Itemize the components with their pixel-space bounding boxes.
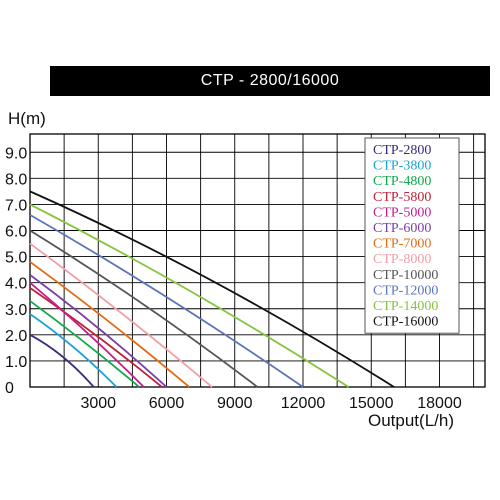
legend-entry: CTP-4800: [373, 174, 431, 189]
x-tick-label: 12000: [281, 395, 326, 412]
y-tick-label: 0: [5, 380, 14, 397]
series-line-ctp-16000: [29, 190, 395, 388]
legend: CTP-2800CTP-3800CTP-4800CTP-5800CTP-5000…: [364, 137, 460, 334]
x-tick-label: 3000: [80, 395, 116, 412]
series-layer: [29, 190, 395, 388]
legend-entry: CTP-12000: [373, 283, 438, 298]
y-axis-title: H(m): [8, 109, 46, 128]
y-tick-label: 2.0: [5, 328, 27, 345]
series-line-ctp-5800: [29, 287, 163, 388]
legend-entry: CTP-7000: [373, 237, 431, 252]
series-line-ctp-3800: [29, 313, 118, 388]
legend-entry: CTP-10000: [373, 268, 438, 283]
series-line-ctp-2800: [29, 334, 95, 388]
y-tick-label: 1.0: [5, 354, 27, 371]
legend-entry: CTP-6000: [373, 221, 431, 236]
series-line-ctp-7000: [29, 261, 190, 388]
y-tick-label: 5.0: [5, 250, 27, 267]
x-tick-label: 18000: [417, 395, 462, 412]
x-axis-title: Output(L/h): [368, 411, 454, 430]
x-tick-label: 15000: [349, 395, 394, 412]
legend-entry: CTP-5800: [373, 190, 431, 205]
legend-entry: CTP-2800: [373, 143, 431, 158]
series-line-ctp-10000: [29, 229, 259, 388]
legend-entry: CTP-16000: [373, 315, 438, 330]
series-line-ctp-8000: [29, 242, 213, 388]
y-tick-label: 6.0: [5, 224, 27, 241]
legend-entry: CTP-14000: [373, 299, 438, 314]
series-line-ctp-4800: [29, 300, 140, 388]
y-tick-label: 3.0: [5, 302, 27, 319]
tick-label-layer: 3000 6000 9000 12000 15000 18000 0 1.0 2.0 3.0 4.0…: [5, 145, 462, 412]
x-tick-label: 9000: [217, 395, 253, 412]
legend-entry: CTP-3800: [373, 159, 431, 174]
series-line-ctp-6000: [29, 274, 168, 388]
y-tick-label: 4.0: [5, 276, 27, 293]
legend-entry: CTP-8000: [373, 252, 431, 267]
legend-box: [364, 137, 460, 334]
legend-entry: CTP-5000: [373, 205, 431, 220]
x-tick-label: 6000: [149, 395, 185, 412]
y-tick-label: 8.0: [5, 171, 27, 188]
y-tick-label: 7.0: [5, 197, 27, 214]
series-line-ctp-14000: [29, 203, 349, 388]
series-line-ctp-5000: [29, 281, 145, 388]
series-line-ctp-12000: [29, 214, 304, 388]
y-tick-label: 9.0: [5, 145, 27, 162]
chart-title: CTP - 2800/16000: [50, 66, 490, 96]
